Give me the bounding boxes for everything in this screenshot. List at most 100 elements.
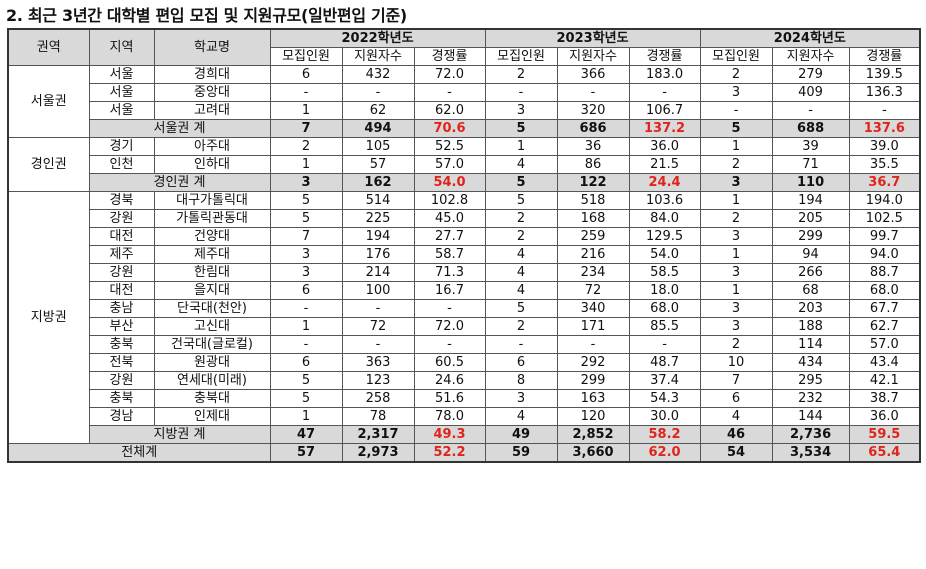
quota-cell: 2 (699, 335, 773, 354)
quota-cell: 2 (484, 209, 558, 228)
school-cell: 건국대(글로컬) (153, 335, 271, 354)
ratio-cell: 85.5 (628, 317, 701, 336)
applicants-cell: - (341, 335, 415, 354)
subtotal-ratio: 58.2 (628, 425, 701, 444)
subtotal-label: 지방권 계 (88, 425, 271, 444)
applicants-cell: 194 (341, 227, 415, 246)
table-row: 지방권 경북 대구가톨릭대 5 514 102.8 5 518 103.6 1 194 194.0 (7, 191, 921, 444)
ratio-cell: 72.0 (413, 317, 486, 336)
subtotal-ratio: 70.6 (413, 119, 486, 138)
ratio-cell: 43.4 (848, 353, 921, 372)
header-applicants: 지원자수 (556, 47, 630, 66)
subtotal-ratio: 137.6 (848, 119, 921, 138)
table-row: 서울 중앙대 - - - - - -3 409 136.3 (8, 83, 921, 102)
ratio-cell: 58.5 (628, 263, 701, 282)
applicants-cell: 320 (556, 101, 630, 120)
applicants-cell: 114 (771, 335, 850, 354)
quota-cell: 2 (484, 317, 558, 336)
quota-cell: 3 (699, 317, 773, 336)
school-cell: 원광대 (153, 353, 271, 372)
region-cell: 경인권 (7, 137, 90, 192)
subtotal-ratio: 54.0 (413, 173, 486, 192)
ratio-cell: 94.0 (848, 245, 921, 264)
quota-cell: - (484, 83, 558, 102)
quota-cell: 6 (484, 353, 558, 372)
applicants-cell: 266 (771, 263, 850, 282)
quota-cell: 6 (269, 281, 343, 300)
ratio-cell: 88.7 (848, 263, 921, 282)
applicants-cell: 366 (556, 65, 630, 84)
area-cell: 충남 (88, 299, 155, 318)
area-cell: 충북 (88, 335, 155, 354)
applicants-cell: 259 (556, 227, 630, 246)
area-cell: 강원 (88, 371, 155, 390)
applicants-cell: - (556, 335, 630, 354)
area-cell: 전북 (88, 353, 155, 372)
ratio-cell: 38.7 (848, 389, 921, 408)
ratio-cell: 30.0 (628, 407, 701, 426)
school-cell: 인하대 (153, 155, 271, 174)
school-cell: 중앙대 (153, 83, 271, 102)
subtotal-quota: 3 (269, 173, 343, 192)
subtotal-applicants: 2,852 (556, 425, 630, 444)
header-ratio: 경쟁률 (848, 47, 921, 66)
quota-cell: 7 (699, 371, 773, 390)
subtotal-ratio: 36.7 (848, 173, 921, 192)
ratio-cell: 68.0 (628, 299, 701, 318)
ratio-cell: 16.7 (413, 281, 486, 300)
subtotal-applicants: 110 (771, 173, 850, 192)
subtotal-quota: 5 (484, 173, 558, 192)
total-quota: 54 (699, 443, 773, 463)
subtotal-quota: 46 (699, 425, 773, 444)
quota-cell: 4 (699, 407, 773, 426)
school-cell: 고려대 (153, 101, 271, 120)
school-cell: 경희대 (153, 65, 271, 84)
applicants-cell: 72 (556, 281, 630, 300)
subtotal-quota: 7 (269, 119, 343, 138)
quota-cell: 3 (699, 263, 773, 282)
subtotal-applicants: 2,317 (341, 425, 415, 444)
ratio-cell: 72.0 (413, 65, 486, 84)
total-applicants: 3,534 (771, 443, 850, 463)
quota-cell: 6 (269, 65, 343, 84)
quota-cell: 5 (269, 389, 343, 408)
ratio-cell: 27.7 (413, 227, 486, 246)
applicants-cell: 299 (556, 371, 630, 390)
applicants-cell: 72 (341, 317, 415, 336)
quota-cell: 4 (484, 263, 558, 282)
applicants-cell: 299 (771, 227, 850, 246)
applicants-cell: 205 (771, 209, 850, 228)
total-ratio: 65.4 (848, 443, 921, 463)
ratio-cell: - (848, 101, 921, 120)
ratio-cell: 42.1 (848, 371, 921, 390)
ratio-cell: 139.5 (848, 65, 921, 84)
quota-cell: 7 (269, 227, 343, 246)
quota-cell: 3 (699, 227, 773, 246)
quota-cell: - (269, 83, 343, 102)
applicants-cell: 432 (341, 65, 415, 84)
quota-cell: 5 (484, 299, 558, 318)
school-cell: 제주대 (153, 245, 271, 264)
subtotal-quota: 5 (699, 119, 773, 138)
applicants-cell: 292 (556, 353, 630, 372)
subtotal-row: 서울권 계 7 494 70.6 5 686 137.2 5 688 137.6 (8, 119, 921, 138)
page-title: 2. 최근 3년간 대학별 편입 모집 및 지원규모(일반편입 기준) (6, 6, 407, 25)
quota-cell: 1 (484, 137, 558, 156)
ratio-cell: 35.5 (848, 155, 921, 174)
applicants-cell: 363 (341, 353, 415, 372)
quota-cell: 3 (269, 263, 343, 282)
header-applicants: 지원자수 (771, 47, 850, 66)
header-area: 지역 (88, 28, 155, 66)
quota-cell: 1 (269, 155, 343, 174)
applicants-cell: - (771, 101, 850, 120)
ratio-cell: 62.0 (413, 101, 486, 120)
recruitment-table: 권역 지역 학교명 2022학년도 2023학년도 2024학년도 모집인원 지… (7, 28, 922, 463)
applicants-cell: - (341, 83, 415, 102)
area-cell: 충북 (88, 389, 155, 408)
table-row: 강원 한림대 3 214 71.3 4 234 58.5 3 266 88.7 (8, 263, 921, 282)
area-cell: 경북 (88, 191, 155, 210)
applicants-cell: 234 (556, 263, 630, 282)
quota-cell: 2 (484, 227, 558, 246)
subtotal-row: 지방권 계 47 2,317 49.3 49 2,852 58.2 46 2,736 59.5 (8, 425, 921, 444)
school-cell: 충북대 (153, 389, 271, 408)
